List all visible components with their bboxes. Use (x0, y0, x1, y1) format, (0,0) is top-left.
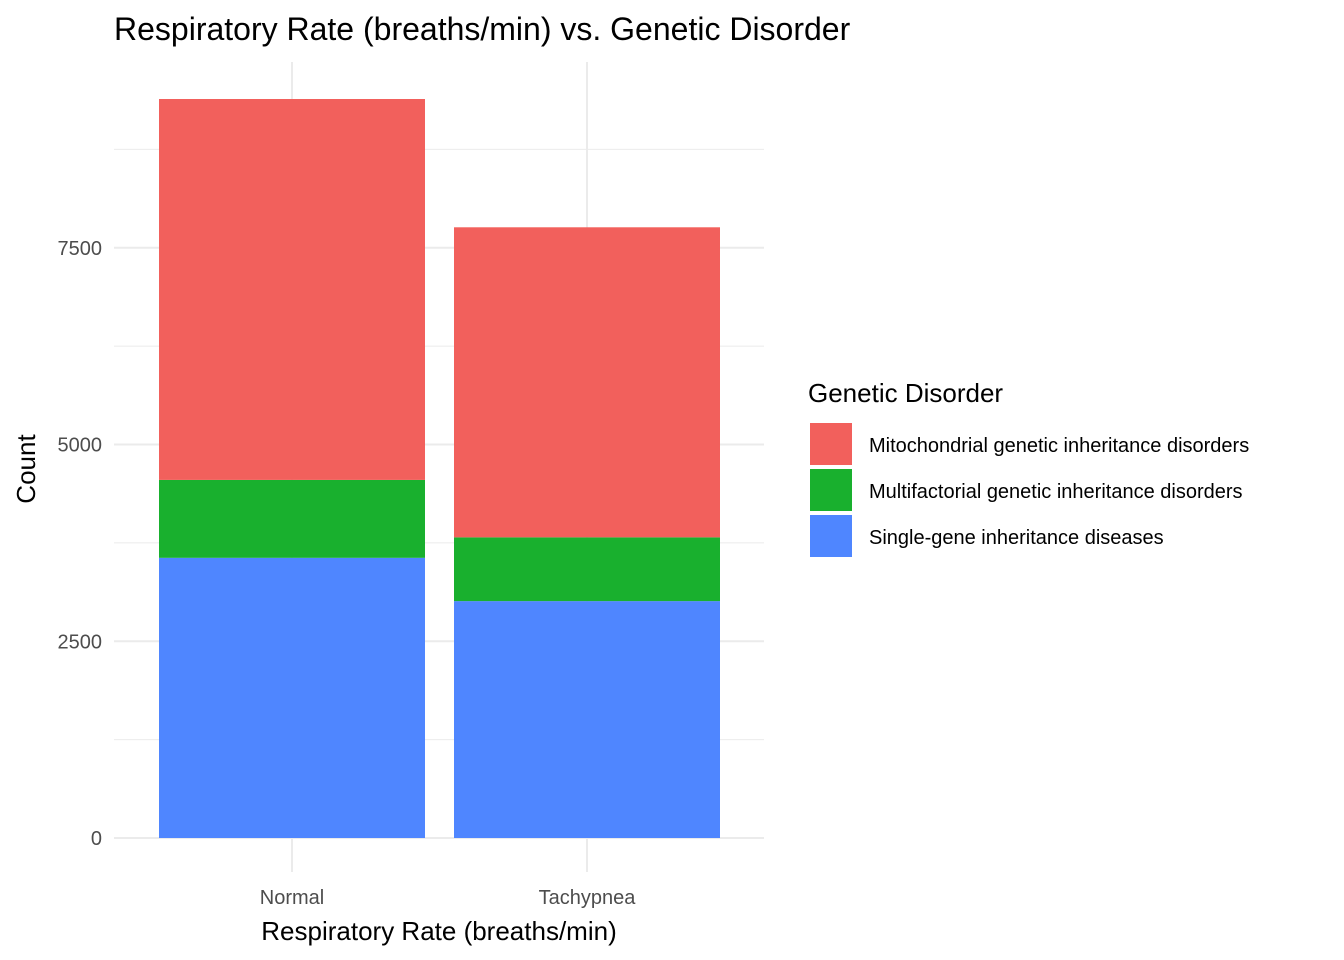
y-tick-label: 0 (91, 828, 102, 850)
bar-segment (454, 227, 720, 538)
x-axis-title: Respiratory Rate (breaths/min) (261, 916, 616, 946)
bar-segment (159, 99, 425, 480)
legend-items: Mitochondrial genetic inheritance disord… (810, 423, 1249, 557)
x-tick-label: Normal (260, 887, 324, 909)
bar-segment (454, 537, 720, 602)
legend-label: Multifactorial genetic inheritance disor… (869, 481, 1243, 503)
legend-label: Mitochondrial genetic inheritance disord… (869, 435, 1249, 457)
legend-swatch (810, 515, 852, 557)
x-axis-ticks: Normal Tachypnea (260, 887, 636, 909)
x-tick-label: Tachypnea (539, 887, 637, 909)
bars (159, 99, 720, 838)
chart-title: Respiratory Rate (breaths/min) vs. Genet… (114, 11, 851, 47)
legend-swatch (810, 469, 852, 511)
y-axis-ticks: 0 2500 5000 7500 (58, 238, 103, 850)
bar-segment (454, 601, 720, 838)
legend-label: Single-gene inheritance diseases (869, 527, 1164, 549)
bar-segment (159, 479, 425, 558)
y-tick-label: 7500 (58, 238, 103, 260)
y-axis-title: Count (11, 434, 41, 504)
legend: Genetic Disorder Mitochondrial genetic i… (808, 378, 1249, 557)
bar-segment (159, 557, 425, 838)
legend-swatch (810, 423, 852, 465)
y-tick-label: 2500 (58, 631, 103, 653)
y-tick-label: 5000 (58, 435, 103, 457)
legend-title: Genetic Disorder (808, 378, 1003, 408)
